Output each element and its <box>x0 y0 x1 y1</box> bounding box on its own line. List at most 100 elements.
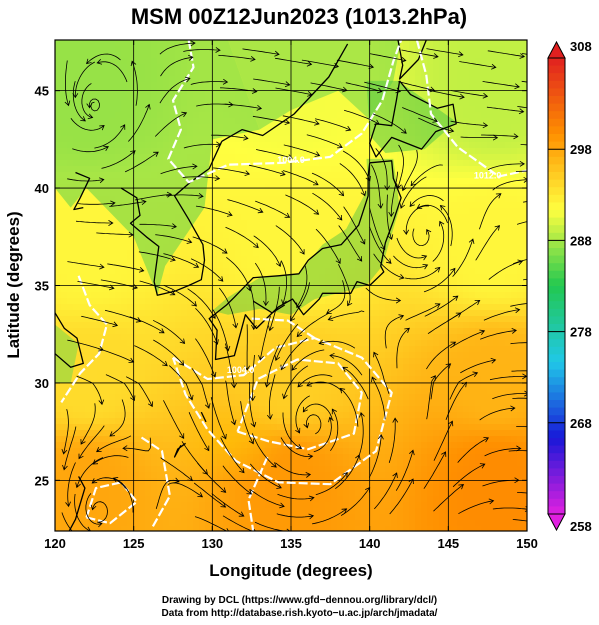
streamline <box>375 148 391 191</box>
streamline <box>64 60 71 107</box>
colorbar-segment <box>548 293 565 302</box>
streamline <box>282 365 309 400</box>
isobar <box>415 40 527 178</box>
streamline <box>339 163 367 197</box>
streamline <box>450 90 489 99</box>
colorbar-segment <box>548 194 565 203</box>
streamline <box>365 287 402 304</box>
streamline <box>452 463 486 488</box>
streamline <box>459 61 497 70</box>
colorbar-segment <box>548 346 565 355</box>
streamline <box>190 258 224 282</box>
colorbar-frame <box>547 57 566 515</box>
colorbar-segment <box>548 118 565 127</box>
streamline <box>303 414 322 435</box>
streamline <box>159 40 196 55</box>
streamline <box>153 339 185 366</box>
streamline <box>512 259 527 265</box>
streamline <box>450 120 489 129</box>
streamline <box>412 228 432 247</box>
streamline <box>240 401 254 445</box>
streamline <box>70 118 105 131</box>
streamline <box>248 164 286 177</box>
streamline <box>65 462 76 508</box>
isobar <box>247 456 269 531</box>
colorbar-segment <box>548 103 565 112</box>
streamline <box>306 134 343 149</box>
streamline <box>72 81 86 122</box>
streamline <box>183 141 222 149</box>
streamline <box>72 61 95 99</box>
streamline <box>107 263 145 273</box>
streamline <box>297 374 333 388</box>
streamline <box>154 111 188 137</box>
streamline <box>91 477 127 489</box>
colorbar-top-arrow <box>547 40 566 59</box>
streamline <box>511 370 527 372</box>
contour-label: 1012.0 <box>474 170 502 180</box>
wind-streamlines <box>61 40 527 531</box>
streamline <box>310 82 348 93</box>
colorbar-segment <box>548 96 565 105</box>
coastline <box>200 411 207 423</box>
streamline <box>416 203 448 224</box>
streamline <box>81 83 94 120</box>
streamline <box>159 76 191 104</box>
streamline <box>492 176 527 191</box>
streamline <box>418 117 455 134</box>
streamline <box>222 465 253 495</box>
streamline <box>336 59 375 70</box>
y-tick-label: 45 <box>35 84 49 99</box>
streamline <box>98 348 135 363</box>
streamline <box>282 170 319 186</box>
colorbar-segment <box>548 88 565 97</box>
land-region <box>55 324 79 383</box>
colorbar-segment <box>548 248 565 257</box>
streamline <box>373 351 390 394</box>
streamline <box>480 328 517 340</box>
streamline <box>81 315 119 328</box>
colorbar-segment <box>548 331 565 340</box>
colorbar-segment <box>548 232 565 241</box>
streamline <box>312 192 343 221</box>
streamline <box>450 329 486 349</box>
streamline <box>481 133 519 140</box>
x-tick-label: 130 <box>201 536 223 551</box>
streamline <box>92 455 129 465</box>
streamline <box>275 225 305 255</box>
streamline <box>61 512 73 531</box>
streamline <box>277 493 315 502</box>
credit-drawing: Drawing by DCL (https://www.gfd−dennou.o… <box>161 595 438 606</box>
streamline <box>487 50 526 59</box>
streamline <box>160 54 194 77</box>
streamline <box>370 164 384 209</box>
map-title: MSM 00Z12Jun2023 (1013.2hPa) <box>131 4 467 29</box>
colorbar-segment <box>548 377 565 386</box>
streamline <box>405 303 441 321</box>
streamline <box>168 365 194 401</box>
streamline <box>96 59 128 83</box>
streamline <box>276 513 315 520</box>
y-axis-label: Latitude (degrees) <box>4 211 23 358</box>
colorbar-segment <box>548 210 565 219</box>
streamline <box>430 363 452 400</box>
streamline <box>515 170 527 172</box>
streamline <box>218 54 256 62</box>
colorbar-segment <box>548 316 565 325</box>
streamline <box>318 339 356 349</box>
streamline <box>433 420 454 461</box>
streamline <box>75 220 114 226</box>
streamline <box>61 409 69 455</box>
streamline <box>160 163 198 175</box>
streamline <box>398 81 436 93</box>
streamline <box>510 303 527 307</box>
coastline <box>252 300 286 314</box>
colorbar-segment <box>548 468 565 477</box>
colorbar-tick-label: 298 <box>570 142 592 157</box>
colorbar-segment <box>548 476 565 485</box>
streamline <box>258 315 271 361</box>
streamline <box>479 193 502 230</box>
streamline <box>183 47 221 53</box>
streamline <box>512 397 527 399</box>
streamline <box>482 81 520 90</box>
